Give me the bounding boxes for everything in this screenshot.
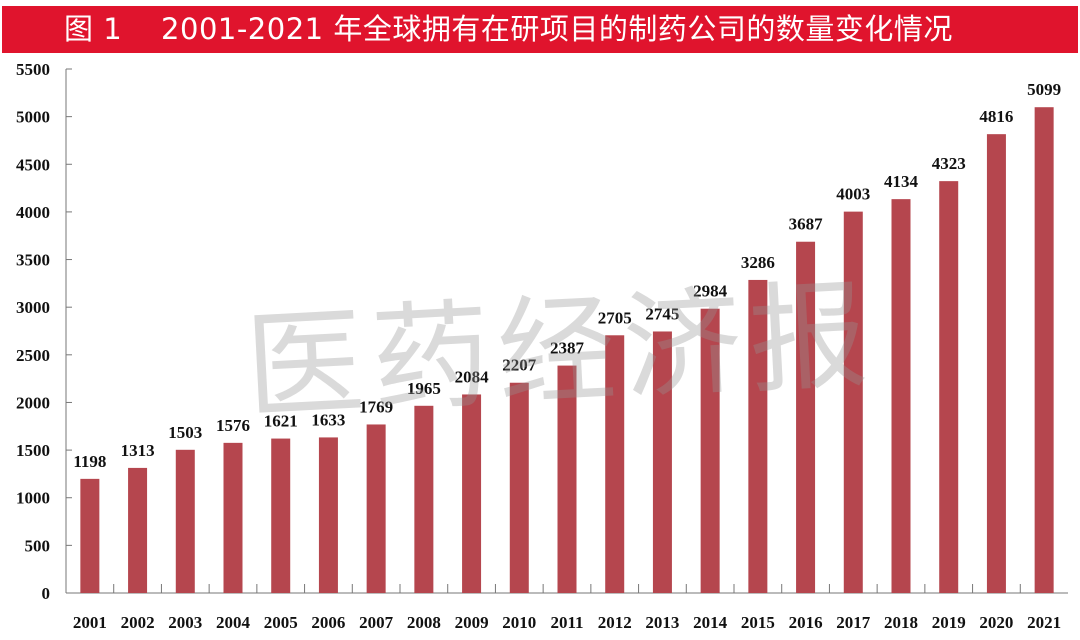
- data-label-2015: 3286: [741, 253, 775, 272]
- y-tick-label: 4500: [16, 155, 50, 174]
- y-tick-label: 2000: [16, 393, 50, 412]
- bar-2019: [939, 181, 959, 594]
- data-label-2004: 1576: [216, 416, 250, 435]
- data-label-2014: 2984: [693, 282, 728, 301]
- x-tick-label: 2004: [216, 613, 251, 632]
- data-label-2017: 4003: [836, 185, 870, 204]
- data-label-2007: 1769: [359, 397, 393, 416]
- y-tick-label: 4000: [16, 203, 50, 222]
- x-tick-label: 2016: [789, 613, 823, 632]
- x-tick-label: 2017: [836, 613, 871, 632]
- data-label-2005: 1621: [264, 412, 298, 431]
- bar-2014: [700, 308, 720, 593]
- data-label-2003: 1503: [168, 423, 202, 442]
- bar-2004: [223, 442, 243, 593]
- bar-2020: [986, 134, 1006, 593]
- bar-2013: [652, 331, 672, 593]
- bar-2006: [318, 437, 338, 593]
- bar-2021: [1034, 107, 1054, 594]
- data-label-2020: 4816: [979, 107, 1013, 126]
- y-tick-label: 1000: [16, 489, 50, 508]
- x-tick-label: 2013: [645, 613, 679, 632]
- y-tick-label: 5500: [16, 60, 50, 79]
- x-tick-label: 2021: [1027, 613, 1061, 632]
- x-tick-label: 2010: [502, 613, 536, 632]
- y-tick-label: 3000: [16, 298, 50, 317]
- x-tick-label: 2018: [884, 613, 918, 632]
- bar-2012: [605, 335, 625, 593]
- x-tick-label: 2012: [598, 613, 632, 632]
- bar-2003: [175, 449, 195, 593]
- bar-2017: [843, 211, 863, 593]
- data-label-2021: 5099: [1027, 80, 1061, 99]
- x-tick-label: 2006: [311, 613, 345, 632]
- data-label-2018: 4134: [884, 172, 919, 191]
- data-label-2010: 2207: [502, 356, 537, 375]
- bar-2002: [128, 467, 148, 593]
- x-tick-label: 2015: [741, 613, 775, 632]
- chart-title: 图 1 2001-2021 年全球拥有在研项目的制药公司的数量变化情况: [2, 6, 1078, 53]
- data-label-2009: 2084: [455, 367, 490, 386]
- data-label-2013: 2745: [645, 304, 679, 323]
- x-tick-label: 2001: [73, 613, 107, 632]
- bar-2015: [748, 279, 768, 593]
- y-tick-label: 2500: [16, 346, 50, 365]
- x-tick-label: 2008: [407, 613, 441, 632]
- bar-2007: [366, 424, 386, 593]
- x-tick-label: 2011: [550, 613, 583, 632]
- data-label-2001: 1198: [73, 452, 106, 471]
- bar-2018: [891, 199, 911, 593]
- x-tick-label: 2007: [359, 613, 394, 632]
- bar-2009: [462, 394, 482, 593]
- x-tick-label: 2005: [264, 613, 298, 632]
- y-tick-label: 0: [42, 584, 51, 603]
- y-tick-label: 3500: [16, 251, 50, 270]
- x-tick-label: 2019: [932, 613, 966, 632]
- data-label-2002: 1313: [121, 441, 155, 460]
- x-tick-label: 2003: [168, 613, 202, 632]
- bar-2016: [796, 241, 816, 593]
- y-tick-label: 500: [25, 536, 51, 555]
- data-label-2012: 2705: [598, 308, 632, 327]
- data-label-2016: 3687: [789, 215, 824, 234]
- x-tick-label: 2020: [979, 613, 1013, 632]
- bar-2010: [509, 382, 529, 593]
- data-label-2006: 1633: [311, 410, 345, 429]
- bar-2001: [80, 478, 100, 593]
- bar-2011: [557, 365, 577, 593]
- x-tick-label: 2014: [693, 613, 728, 632]
- data-label-2011: 2387: [550, 339, 585, 358]
- bar-2005: [271, 438, 291, 593]
- y-tick-label: 1500: [16, 441, 50, 460]
- data-label-2008: 1965: [407, 379, 441, 398]
- x-tick-label: 2002: [121, 613, 155, 632]
- data-label-2019: 4323: [932, 154, 966, 173]
- x-tick-label: 2009: [455, 613, 489, 632]
- bar-2008: [414, 405, 434, 593]
- y-tick-label: 5000: [16, 108, 50, 127]
